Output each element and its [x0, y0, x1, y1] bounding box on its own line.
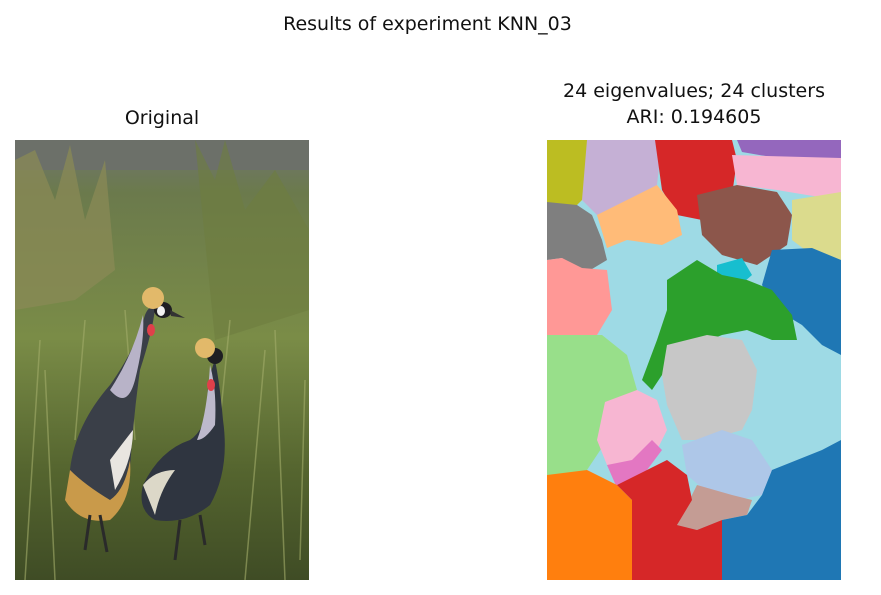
segmentation-panel-title: 24 eigenvalues; 24 clusters ARI: 0.19460…: [500, 78, 881, 130]
photo-grass-back: [195, 140, 309, 340]
segment-12: [547, 258, 612, 340]
segment-7: [597, 185, 682, 248]
original-image: [15, 140, 309, 580]
figure-suptitle: Results of experiment KNN_03: [283, 13, 572, 35]
segment-4: [737, 140, 841, 160]
segment-5: [732, 155, 841, 200]
original-photo-svg: [15, 140, 309, 580]
segment-8: [697, 185, 792, 265]
photo-grass-clump: [15, 145, 115, 310]
segmentation-title-line1: 24 eigenvalues; 24 clusters: [563, 80, 825, 102]
segment-1: [547, 140, 587, 210]
original-panel-title: Original: [124, 107, 200, 129]
crane-left: [65, 287, 185, 553]
segmentation-title-line2: ARI: 0.194605: [626, 106, 762, 128]
segment-11: [762, 248, 841, 355]
photo-sky: [15, 140, 309, 170]
segment-6: [547, 202, 607, 275]
segmentation-image: [547, 140, 841, 580]
segment-15: [662, 335, 757, 440]
segment-19: [677, 485, 752, 530]
segment-17: [607, 440, 662, 488]
segment-14: [547, 335, 637, 480]
segment-2: [582, 140, 662, 215]
segment-18: [682, 430, 772, 500]
segment-9: [792, 192, 841, 260]
segment-13: [642, 260, 797, 390]
segmentation-map-svg: [547, 140, 841, 580]
segment-20: [547, 470, 632, 580]
crane-right: [141, 338, 225, 561]
segment-21: [617, 460, 727, 580]
segment-22: [722, 440, 841, 580]
